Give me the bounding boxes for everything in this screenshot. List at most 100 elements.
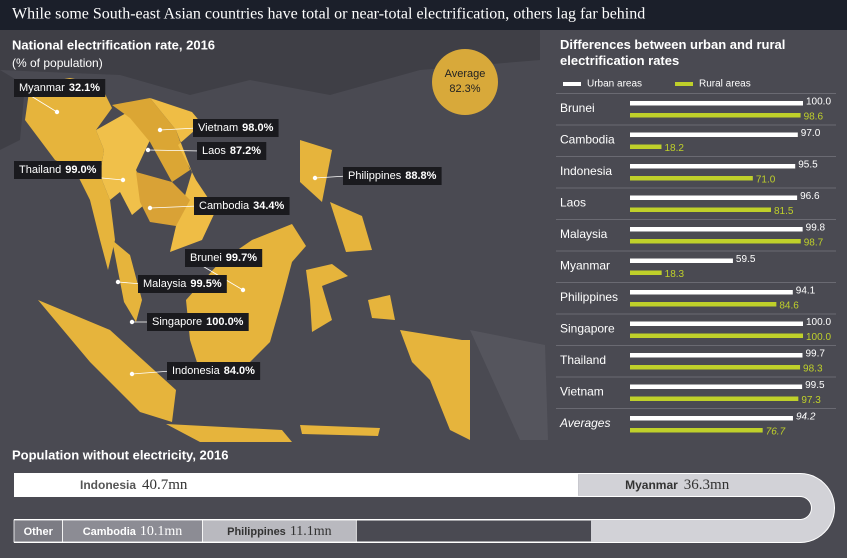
bar [630,227,803,232]
population-segment [202,519,357,543]
page-title: While some South-east Asian countries ha… [12,6,645,23]
leader-line [159,127,198,131]
value-label: 18.2 [664,143,684,154]
country-rate: 87.2% [230,145,261,157]
value-label: 98.6 [804,112,824,123]
label-box [167,362,261,380]
map-label: Vietnam 98.0% [198,122,274,134]
location-dot [145,147,151,153]
cambodia [136,172,190,226]
label-box [185,249,263,267]
bar [630,353,803,358]
country-name: Myanmar [19,82,65,94]
segment-label: Other [24,526,54,538]
myanmar [25,78,115,270]
country-rate: 99.5% [190,278,221,290]
papua [400,330,470,440]
bar [630,101,803,106]
label-box [343,167,442,185]
location-dot [54,109,60,115]
bar [630,321,803,326]
location-dot [240,287,246,293]
country-name: Malaysia [143,278,187,290]
value-label: 97.3 [801,395,821,406]
location-dot [129,371,135,377]
mindanao [330,202,372,252]
chart-title: Population without electricity, 2016 [12,447,228,462]
country-name: Brunei [190,252,222,264]
value-label: 100.0 [806,97,831,108]
bar [630,144,662,149]
segment-value: 10.1mn [140,524,182,539]
segment-name: Myanmar [625,478,678,492]
segment-name: Other [24,526,54,538]
population-segment [578,474,835,542]
location-dot [120,177,126,183]
land-png [470,330,548,440]
value-label: 94.2 [796,412,816,423]
bar [630,333,803,338]
land-china [0,30,540,95]
label-box [193,119,279,137]
bar [630,164,796,169]
leader-line [314,175,348,179]
value-label: 81.5 [774,206,794,217]
average-value: 82.3% [449,83,480,95]
value-label: 94.1 [796,286,816,297]
label-box [138,275,227,293]
label-box [197,142,267,160]
legend-label: Rural areas [699,79,751,90]
bar [630,365,801,370]
bar [630,396,799,401]
country-rate: 88.8% [405,170,436,182]
location-dot [115,279,121,285]
java [166,424,292,442]
country-rate: 98.0% [242,122,273,134]
luzon [300,140,332,202]
location-dot [157,127,163,133]
bar [630,270,662,275]
category-label: Laos [560,196,586,210]
map-label: Cambodia 34.4% [199,200,285,212]
category-label: Averages [559,416,610,430]
segment-value: 11.1mn [290,524,332,539]
bar [630,176,753,181]
map-labels: Myanmar 32.1% Vietnam 98.0% Laos 87.2% Thailan… [14,79,442,380]
value-label: 98.3 [803,364,823,375]
country-rate: 84.0% [224,365,255,377]
value-label: 76.7 [766,427,786,438]
label-box [147,313,249,331]
segment-value: 40.7mn [142,477,188,493]
bar [630,207,771,212]
country-name: Philippines [348,170,402,182]
country-name: Vietnam [198,122,238,134]
category-label: Singapore [560,322,615,336]
legend-swatch [563,82,581,86]
leader-line [149,205,199,209]
borneo [186,224,306,372]
country-rate: 99.7% [226,252,257,264]
value-label: 84.6 [779,301,799,312]
thailand [96,112,150,215]
bar [630,384,803,389]
segment-label: Cambodia 10.1mn [83,524,183,539]
value-label: 59.5 [736,254,756,265]
bar [630,239,801,244]
map-title: National electrification rate, 2016 [12,37,215,52]
country-rate: 99.0% [65,164,96,176]
category-label: Vietnam [560,385,604,399]
maluku [368,295,395,320]
country-name: Thailand [19,164,61,176]
category-label: Indonesia [560,164,612,178]
bar [630,416,793,421]
category-label: Cambodia [560,133,615,147]
segment-name: Indonesia [80,478,136,492]
segment-label: Indonesia 40.7mn [80,477,188,493]
value-label: 71.0 [756,175,776,186]
value-label: 98.7 [804,238,824,249]
value-label: 97.0 [801,128,821,139]
label-box [14,79,106,97]
map-label: Brunei 99.7% [190,252,257,264]
value-label: 99.5 [805,380,825,391]
